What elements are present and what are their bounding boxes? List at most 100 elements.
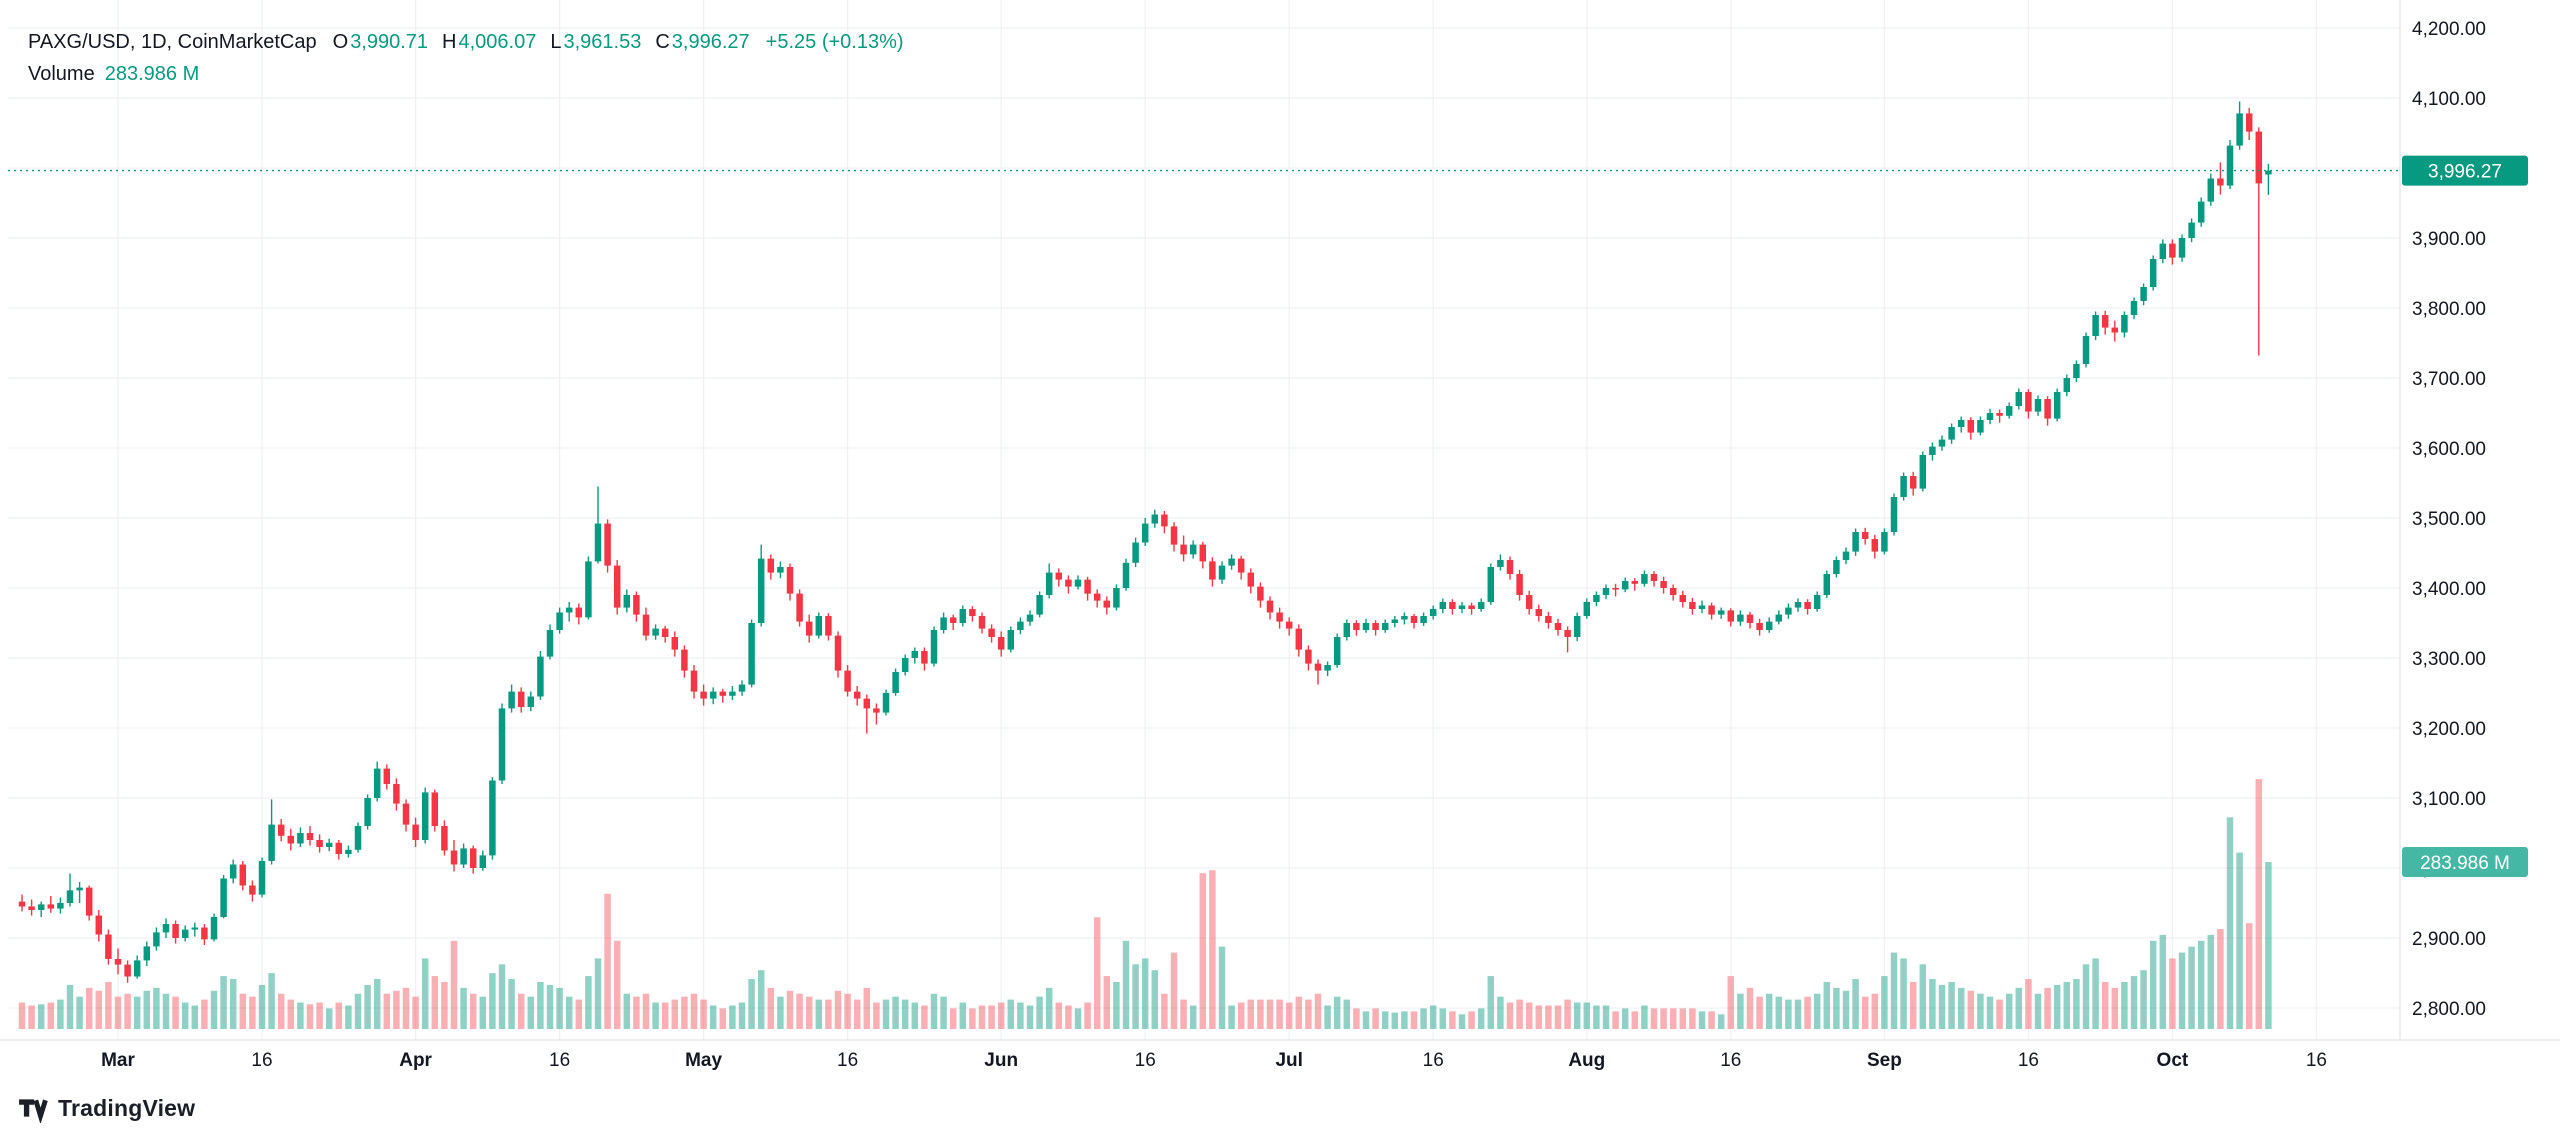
volume-bar <box>421 958 429 1029</box>
time-axis-label: 16 <box>2306 1050 2327 1071</box>
volume-bar <box>2130 976 2138 1029</box>
volume-bar <box>335 1002 343 1029</box>
volume-bar <box>1890 952 1898 1029</box>
volume-bar <box>441 981 448 1029</box>
volume-bar <box>105 981 112 1029</box>
volume-bar <box>450 940 458 1029</box>
candle-body <box>2236 113 2243 146</box>
time-axis-label: May <box>685 1050 722 1071</box>
candle-body <box>498 708 506 781</box>
tradingview-logo[interactable]: TradingView <box>18 1093 195 1123</box>
candle-body <box>1017 621 1024 630</box>
candle-body <box>2092 315 2099 336</box>
volume-bar <box>1717 1014 1725 1029</box>
symbol-title[interactable]: PAXG/USD, 1D, CoinMarketCap <box>28 30 317 53</box>
candle-body <box>1612 588 1619 590</box>
volume-bar <box>85 987 93 1029</box>
volume-bar <box>1036 996 1043 1029</box>
ohlc-low: L 3,961.53 <box>550 31 641 54</box>
volume-bar <box>940 996 947 1029</box>
low-value: 3,961.53 <box>563 30 642 53</box>
candle-body <box>623 595 631 608</box>
volume-bar <box>633 996 640 1029</box>
volume-bar <box>1353 1008 1360 1029</box>
time-axis-label: 16 <box>1720 1050 1741 1071</box>
time-axis-label: 16 <box>251 1050 272 1071</box>
volume-bar <box>796 993 803 1029</box>
candle-body <box>306 833 314 840</box>
candle-body <box>143 946 151 961</box>
volume-bar <box>1468 1011 1475 1029</box>
candle-body <box>373 768 381 798</box>
candle-body <box>1871 539 1879 552</box>
volume-bar <box>575 999 583 1029</box>
volume-bar <box>2053 984 2061 1029</box>
candle-body <box>1477 602 1485 609</box>
volume-bar <box>2188 946 2195 1029</box>
volume-bar <box>229 979 237 1029</box>
candle-body <box>1372 623 1379 630</box>
candle-body <box>181 929 189 938</box>
candle-body <box>2245 113 2253 132</box>
price-axis-label: 3,600.00 <box>2412 439 2486 460</box>
candle-body <box>1785 607 1792 615</box>
candle-body <box>1199 544 1207 562</box>
candle-body <box>2063 378 2071 392</box>
axis-borders <box>0 0 2560 1041</box>
volume-bar <box>921 1005 928 1029</box>
volume-bar <box>1583 1002 1591 1029</box>
volume-bar <box>949 1008 957 1029</box>
volume-bar <box>863 987 871 1029</box>
candle-body <box>1977 420 1984 433</box>
candle-body <box>1986 413 1994 420</box>
candle-body <box>1852 532 1859 552</box>
candle-body <box>1458 605 1466 609</box>
volume-bar <box>1065 1005 1072 1029</box>
volume-bar <box>1189 1005 1197 1029</box>
volume-bar <box>1449 1011 1456 1029</box>
volume-bar <box>2178 952 2186 1029</box>
candle-body <box>901 658 909 672</box>
volume-bar <box>1007 999 1015 1029</box>
volume-bar <box>1180 999 1187 1029</box>
volume-bar <box>815 999 823 1029</box>
volume-bar <box>825 999 832 1029</box>
volume-bar <box>1929 979 1936 1029</box>
open-value: 3,990.71 <box>350 30 429 53</box>
candle-body <box>76 887 83 891</box>
candle-body <box>1276 612 1283 622</box>
candle-body <box>1957 420 1965 427</box>
volume-bar <box>1084 1002 1091 1029</box>
candle-body <box>1218 565 1226 580</box>
volume-bar <box>546 984 554 1029</box>
time-axis[interactable]: Mar 16 Apr 16 May 16 Jun 16 Jul 16 Aug 16 Sep 16 Oct 16 <box>101 1050 2327 1071</box>
price-axis-label: 4,100.00 <box>2412 89 2486 110</box>
volume-bar <box>1420 1008 1427 1029</box>
candle-body <box>1756 623 1763 630</box>
candle-body <box>969 609 976 616</box>
volume-bar <box>1554 1005 1562 1029</box>
volume-bar <box>2073 979 2080 1029</box>
volume-bar <box>517 993 525 1029</box>
candle-body <box>1151 514 1159 524</box>
volume-bar <box>479 996 487 1029</box>
volume-bar <box>1276 999 1283 1029</box>
candle-body <box>1554 623 1562 630</box>
time-axis-label: Oct <box>2157 1050 2189 1071</box>
tradingview-logo-icon <box>19 1099 48 1123</box>
candle-body <box>729 691 736 696</box>
candle-body <box>1257 586 1264 601</box>
candle-body <box>815 616 823 636</box>
volume-bar <box>143 990 151 1029</box>
volume-bar <box>873 1002 880 1029</box>
volume-bar <box>1333 996 1341 1029</box>
candle-body <box>594 523 602 562</box>
volume-bar <box>537 981 544 1029</box>
volume-bar <box>997 1002 1005 1029</box>
price-axis[interactable]: 4,200.004,100.004,000.003,900.003,800.00… <box>2412 19 2486 1020</box>
volume-bar <box>930 993 938 1029</box>
volume-bar <box>66 984 74 1029</box>
volume-bar <box>1305 999 1312 1029</box>
